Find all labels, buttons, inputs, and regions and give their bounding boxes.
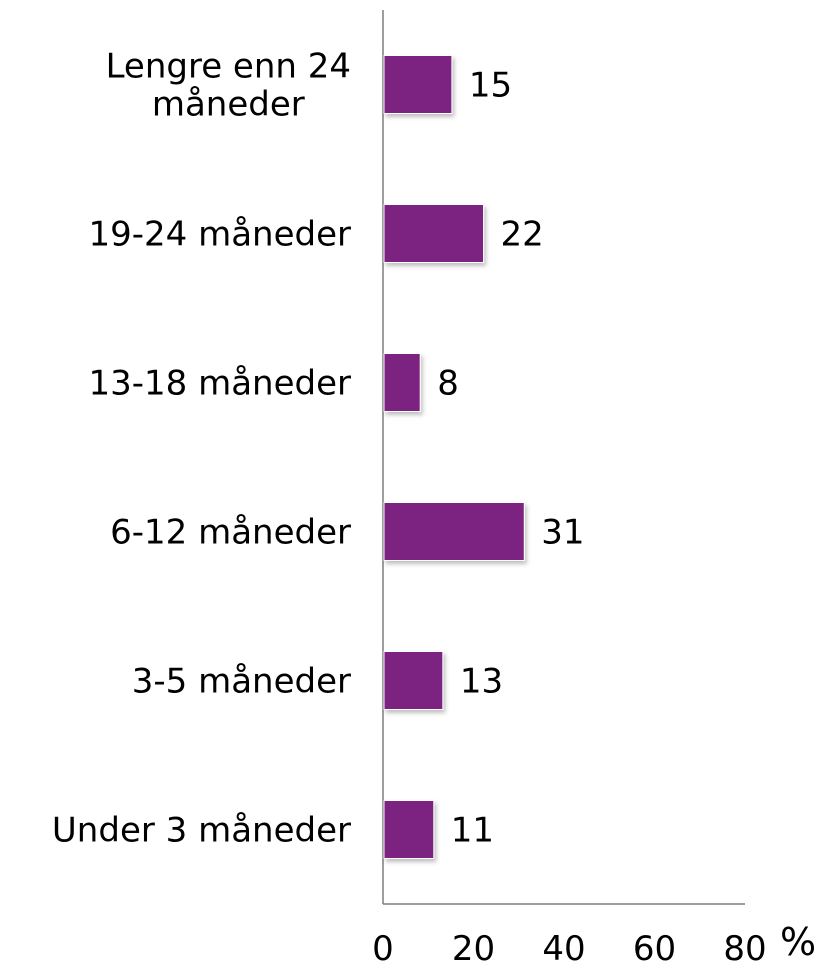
x-tick-label: 80 [723, 929, 766, 969]
category-label-line: Under 3 måneder [52, 811, 351, 851]
category-label-line: Lengre enn 24 [106, 47, 351, 87]
bar-value-label: 31 [541, 513, 584, 553]
bar [383, 353, 421, 412]
category-label-line: 19-24 måneder [88, 215, 351, 255]
bar-value-label: 11 [451, 811, 494, 851]
bar-value-label: 15 [469, 66, 512, 106]
category-label-line: 3-5 måneder [132, 662, 351, 702]
category-label: 19-24 måneder [88, 215, 351, 255]
category-label: Under 3 måneder [52, 811, 351, 851]
x-tick-label: 0 [372, 929, 394, 969]
category-label-line: 6-12 måneder [110, 513, 351, 553]
bar [383, 502, 525, 561]
bar [383, 800, 435, 859]
x-tick-label: 40 [542, 929, 585, 969]
bar-value-label: 8 [437, 364, 459, 404]
x-unit-label: % [780, 920, 816, 964]
bar-value-label: 22 [501, 215, 544, 255]
category-label-line: måneder [152, 85, 305, 125]
bar-value-label: 13 [460, 662, 503, 702]
x-tick-label: 20 [452, 929, 495, 969]
bar [383, 651, 444, 710]
category-label: 3-5 måneder [132, 662, 351, 702]
bar [383, 55, 453, 114]
category-label: 13-18 måneder [88, 364, 351, 404]
bar [383, 204, 485, 263]
x-tick-label: 60 [633, 929, 676, 969]
category-label: 6-12 måneder [110, 513, 351, 553]
category-label: Lengre enn 24 måneder [106, 47, 351, 125]
category-label-line: 13-18 måneder [88, 364, 351, 404]
